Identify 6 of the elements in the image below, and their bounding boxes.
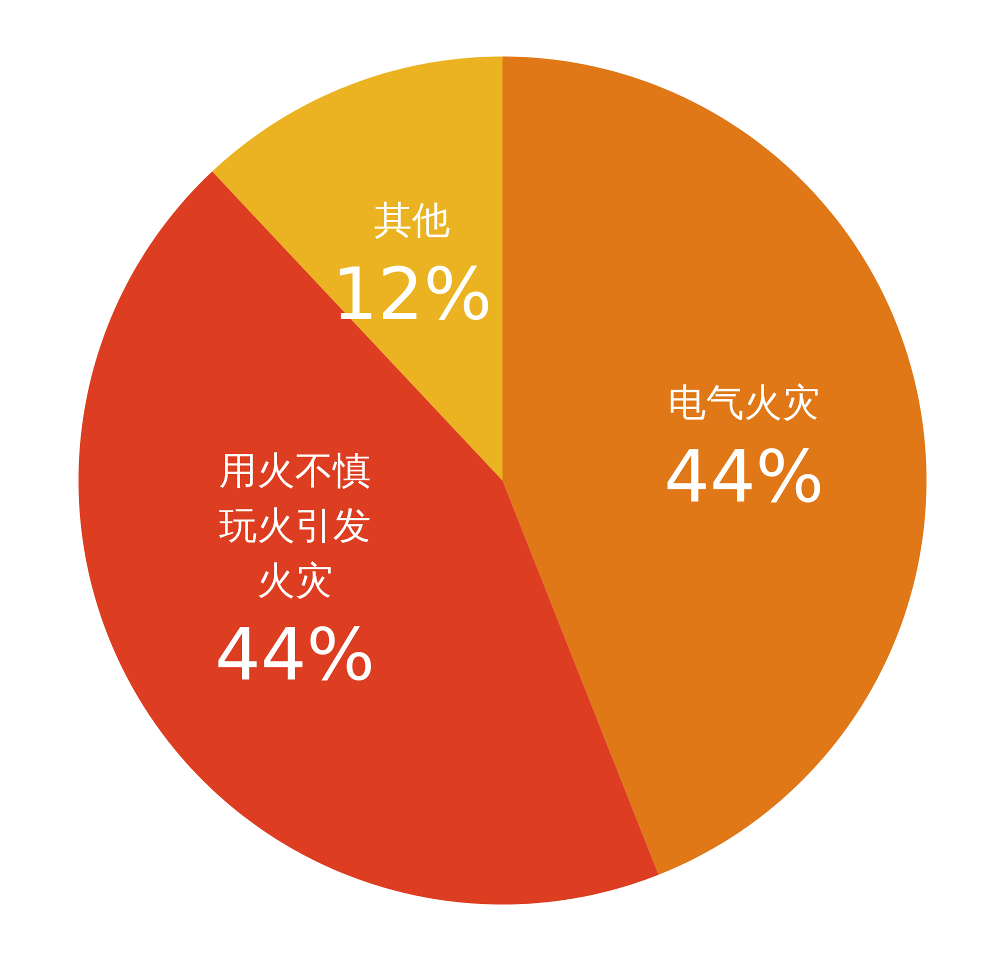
slice-label: 电气火灾	[668, 380, 820, 424]
slice-label: 其他	[374, 198, 450, 242]
data-label: 44%	[214, 612, 375, 696]
data-label: 44%	[664, 434, 824, 518]
slice-label: 用火不慎玩火引发火灾	[218, 448, 371, 602]
data-label: 12%	[332, 252, 492, 336]
